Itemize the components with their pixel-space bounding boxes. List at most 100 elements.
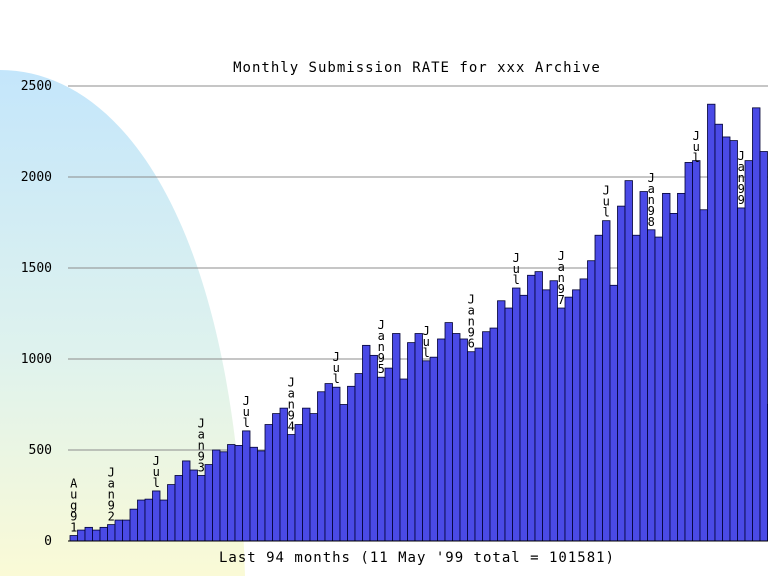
bar: [159, 499, 168, 542]
bar: [219, 451, 228, 542]
y-tick-label: 500: [29, 443, 52, 458]
bar: [587, 260, 596, 542]
bar: [332, 386, 341, 542]
bar: [302, 407, 311, 542]
bar: [317, 391, 326, 542]
bar: [467, 351, 476, 542]
bar: [692, 160, 701, 542]
bar: [609, 284, 618, 542]
bar: [699, 209, 708, 542]
bar: [189, 469, 198, 542]
bar: [429, 356, 438, 542]
bar: [497, 300, 506, 542]
bar: [489, 327, 498, 542]
bar: [737, 207, 746, 542]
bar: [362, 344, 371, 542]
bar: [407, 342, 416, 542]
bar: [249, 446, 258, 542]
bar: [662, 192, 671, 542]
bar: [572, 289, 581, 542]
bar: [707, 103, 716, 542]
bar: [684, 162, 693, 542]
x-axis-label: Last 94 months (11 May '99 total = 10158…: [218, 550, 615, 566]
bar: [99, 526, 108, 542]
bar: [714, 123, 723, 542]
bar: [594, 234, 603, 542]
bar: [227, 444, 236, 542]
bar: [182, 460, 191, 542]
bar: [92, 529, 101, 542]
chart-title: Monthly Submission RATE for xxx Archive: [233, 60, 601, 76]
bar: [474, 347, 483, 542]
bar: [504, 307, 513, 542]
bar: [647, 229, 656, 542]
bar: [144, 498, 153, 542]
bar: [384, 367, 393, 542]
bar: [272, 413, 281, 542]
bar: [204, 464, 213, 542]
bar: [354, 373, 363, 542]
bar: [77, 529, 86, 542]
bar: [752, 107, 761, 542]
bar: [287, 434, 296, 542]
bar: [744, 160, 753, 542]
bar: [564, 296, 573, 542]
y-tick-label: 0: [44, 534, 52, 549]
y-tick-label: 1500: [21, 261, 52, 276]
bar: [399, 378, 408, 542]
bar: [534, 271, 543, 542]
bar: [459, 338, 468, 542]
bar: [152, 490, 161, 542]
bar: [324, 383, 333, 542]
bar: [197, 475, 206, 542]
bar: [167, 484, 176, 542]
bar: [122, 519, 131, 542]
bar: [114, 519, 123, 542]
bar: [107, 524, 116, 542]
bar: [444, 322, 453, 542]
bar: [579, 278, 588, 542]
y-tick-label: 1000: [21, 352, 52, 367]
bar: [369, 354, 378, 542]
bar: [527, 274, 536, 542]
bar: [294, 424, 303, 542]
bar: [264, 424, 273, 542]
bar: [69, 535, 78, 542]
bar: [602, 220, 611, 542]
bar: [422, 360, 431, 542]
bar: [669, 212, 678, 542]
bar: [557, 307, 566, 542]
y-tick-labels: 0 500 1000 1500 2000 2500: [21, 79, 52, 549]
bar: [617, 205, 626, 542]
bar: [639, 191, 648, 542]
bar: [654, 236, 663, 542]
bar: [729, 140, 738, 542]
bar: [759, 151, 768, 542]
y-tick-label: 2500: [21, 79, 52, 94]
bar: [84, 526, 93, 542]
bar: [392, 333, 401, 542]
bar: [234, 445, 243, 542]
bar: [174, 475, 183, 542]
bar: [309, 413, 318, 542]
y-tick-label: 2000: [21, 170, 52, 185]
bar: [137, 499, 146, 542]
bar: [482, 331, 491, 542]
bar: [512, 287, 521, 542]
